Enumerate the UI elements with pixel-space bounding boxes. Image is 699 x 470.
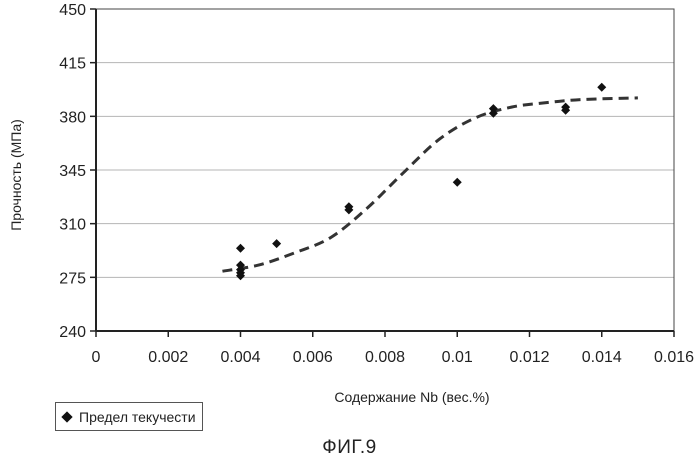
x-tick-label: 0 — [92, 349, 101, 366]
y-tick-label: 415 — [59, 56, 86, 73]
data-point-diamond — [597, 82, 607, 92]
figure-caption: ФИГ.9 — [322, 437, 377, 458]
x-tick-label: 0.004 — [220, 349, 260, 366]
y-tick-labels: 240 275 310 345 380 415 450 — [59, 2, 86, 341]
y-tick-label: 275 — [59, 270, 86, 287]
x-tick-label: 0.002 — [148, 349, 188, 366]
data-point-diamond — [236, 260, 245, 270]
y-tick-label: 240 — [59, 324, 86, 341]
y-tick-label: 310 — [59, 217, 86, 234]
x-axis-label: Содержание Nb (вес.%) — [334, 389, 489, 405]
data-point-diamond — [236, 271, 245, 281]
x-tick-label: 0.012 — [509, 349, 549, 366]
data-point-diamond — [488, 108, 498, 118]
y-tick-label: 450 — [59, 2, 86, 19]
data-point-diamond — [488, 104, 498, 114]
y-tick-label: 380 — [59, 109, 86, 126]
y-tick-label: 345 — [59, 163, 86, 180]
x-tick-label: 0.014 — [582, 349, 622, 366]
gridlines — [96, 8, 674, 278]
data-point-diamond — [344, 205, 354, 215]
y-axis-label: Прочность (МПа) — [8, 119, 24, 231]
legend: Предел текучести — [55, 402, 203, 431]
x-tick-labels: 0 0.002 0.004 0.006 0.008 0.01 0.012 0.014 0.016 — [92, 349, 695, 366]
x-tick-label: 0.008 — [365, 349, 405, 366]
legend-label: Предел текучести — [79, 409, 196, 425]
data-point-diamond — [236, 243, 245, 253]
diamond-marker-icon — [61, 411, 73, 423]
x-tick-label: 0.016 — [654, 349, 694, 366]
data-points — [236, 82, 607, 281]
axes — [90, 8, 675, 337]
trend-line — [222, 96, 638, 273]
data-point-diamond — [452, 177, 462, 187]
x-tick-label: 0.01 — [442, 349, 473, 366]
data-point-diamond — [272, 239, 282, 249]
x-tick-label: 0.006 — [293, 349, 333, 366]
data-point-diamond — [561, 105, 571, 115]
